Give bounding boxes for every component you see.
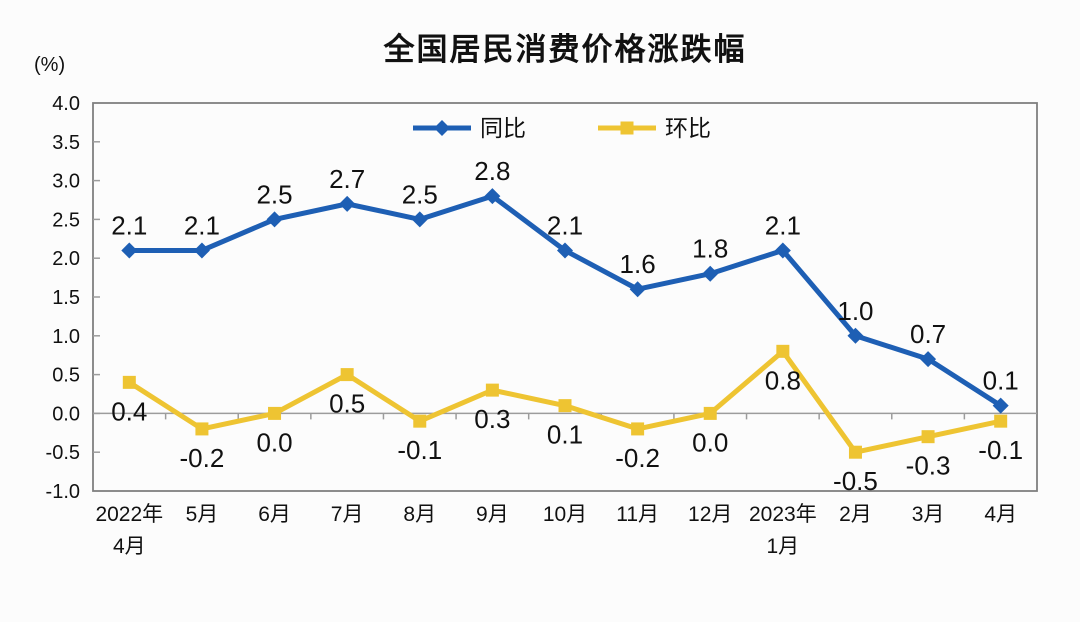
marker-yoy: [992, 397, 1009, 414]
y-tick-label: 3.0: [52, 171, 80, 193]
y-tick-label: 2.0: [52, 248, 80, 270]
marker-mom: [631, 422, 645, 436]
legend-item-mom: 环比: [598, 115, 711, 141]
x-tick-label: 5月: [186, 503, 219, 526]
y-tick-label: 0.5: [52, 365, 80, 387]
marker-yoy: [847, 327, 864, 344]
data-label-yoy: 2.1: [765, 210, 801, 240]
y-tick-label: 1.5: [52, 287, 80, 309]
marker-mom: [994, 414, 1008, 428]
marker-yoy: [121, 242, 138, 259]
marker-yoy: [484, 188, 501, 205]
y-tick-label: 3.5: [52, 132, 80, 154]
marker-mom: [268, 406, 282, 420]
marker-yoy: [411, 211, 428, 228]
data-label-mom: -0.3: [906, 451, 951, 481]
marker-mom: [921, 430, 935, 444]
marker-mom: [413, 414, 427, 428]
data-label-mom: -0.5: [833, 466, 878, 496]
x-tick-label: 11月: [616, 503, 659, 526]
marker-mom: [122, 375, 136, 389]
x-tick-label: 4月: [113, 535, 146, 558]
y-tick-label: 0.0: [52, 403, 80, 425]
data-label-yoy: 1.0: [837, 296, 873, 326]
legend-marker-yoy: [434, 120, 450, 136]
data-label-yoy: 2.5: [402, 179, 438, 209]
marker-yoy: [629, 281, 646, 298]
x-tick-label: 7月: [331, 503, 364, 526]
marker-mom: [703, 406, 717, 420]
y-tick-label: -0.5: [46, 442, 80, 464]
marker-yoy: [339, 195, 356, 212]
data-label-yoy: 2.5: [256, 179, 292, 209]
data-label-mom: 0.0: [256, 427, 292, 457]
data-label-yoy: 2.8: [474, 156, 510, 186]
legend-marker-mom: [620, 121, 634, 135]
data-label-yoy: 0.7: [910, 319, 946, 349]
data-label-mom: 0.1: [547, 420, 583, 450]
data-label-yoy: 1.6: [620, 249, 656, 279]
data-label-yoy: 0.1: [983, 366, 1019, 396]
marker-yoy: [774, 242, 791, 259]
x-tick-label: 2023年: [749, 503, 817, 526]
data-label-yoy: 1.8: [692, 234, 728, 264]
data-label-mom: -0.2: [615, 443, 660, 473]
marker-yoy: [193, 242, 210, 259]
x-tick-label: 2022年: [95, 503, 163, 526]
x-tick-label: 3月: [912, 503, 945, 526]
data-label-yoy: 2.1: [111, 210, 147, 240]
x-tick-label: 9月: [476, 503, 509, 526]
y-tick-label: 1.0: [52, 326, 80, 348]
y-tick-label: 2.5: [52, 209, 80, 231]
y-tick-label: 4.0: [52, 93, 80, 115]
marker-mom: [558, 399, 572, 413]
x-tick-label: 1月: [767, 535, 800, 558]
data-label-yoy: 2.1: [184, 210, 220, 240]
marker-mom: [848, 445, 862, 459]
data-label-mom: 0.5: [329, 389, 365, 419]
x-tick-label: 6月: [258, 503, 291, 526]
data-label-mom: -0.2: [180, 443, 225, 473]
data-label-mom: 0.0: [692, 427, 728, 457]
x-tick-label: 2月: [839, 503, 872, 526]
data-label-yoy: 2.7: [329, 164, 365, 194]
data-label-mom: -0.1: [397, 435, 442, 465]
marker-mom: [340, 368, 354, 382]
marker-mom: [195, 422, 209, 436]
legend-item-yoy: 同比: [413, 115, 526, 141]
data-label-mom: -0.1: [978, 435, 1023, 465]
x-tick-label: 8月: [403, 503, 436, 526]
legend-label-yoy: 同比: [480, 115, 526, 141]
marker-yoy: [920, 351, 937, 368]
marker-yoy: [266, 211, 283, 228]
x-tick-label: 10月: [543, 503, 587, 526]
marker-yoy: [702, 265, 719, 282]
data-label-mom: 0.4: [111, 396, 147, 426]
x-tick-label: 12月: [688, 503, 732, 526]
data-label-mom: 0.3: [474, 404, 510, 434]
marker-mom: [776, 344, 790, 358]
x-tick-label: 4月: [984, 503, 1017, 526]
chart-title: 全国居民消费价格涨跌幅: [383, 32, 747, 67]
marker-mom: [485, 383, 499, 397]
legend-label-mom: 环比: [665, 115, 711, 141]
data-label-yoy: 2.1: [547, 210, 583, 240]
data-label-mom: 0.8: [765, 365, 801, 395]
marker-yoy: [557, 242, 573, 259]
y-tick-label: -1.0: [46, 481, 80, 503]
y-axis-unit-label: (%): [34, 54, 66, 76]
